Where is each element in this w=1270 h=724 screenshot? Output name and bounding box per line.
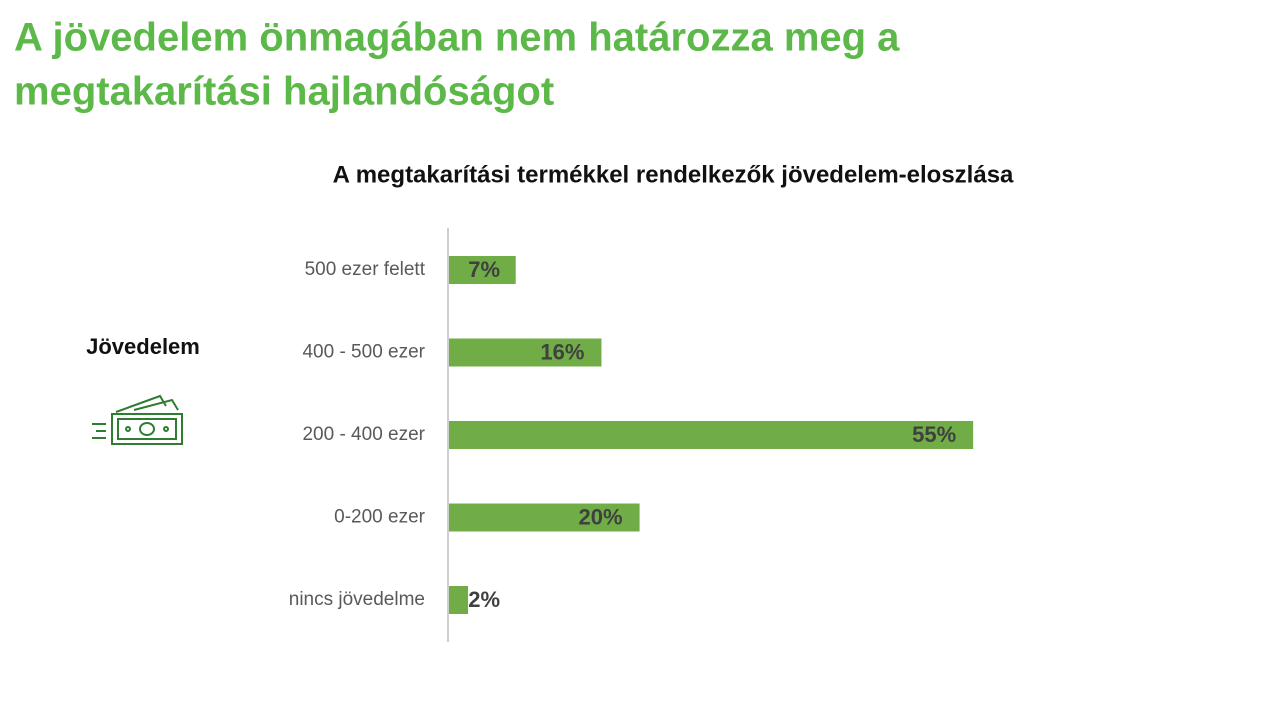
category-label: nincs jövedelme — [289, 589, 425, 610]
money-icon — [92, 394, 183, 445]
value-label: 7% — [468, 257, 500, 282]
value-label: 20% — [579, 504, 623, 529]
bar — [449, 338, 602, 367]
value-label: 55% — [912, 422, 956, 447]
chart-title: A megtakarítási termékkel rendelkezők jö… — [333, 161, 1014, 188]
bar — [449, 421, 974, 449]
bar — [449, 256, 516, 284]
bar — [449, 586, 469, 614]
category-label: 0-200 ezer — [334, 507, 426, 528]
slide-title: megtakarítási hajlandóságot — [14, 70, 554, 114]
category-label: 500 ezer felett — [305, 259, 426, 280]
category-label: 400 - 500 ezer — [302, 342, 425, 363]
bar — [449, 503, 640, 532]
side-label: Jövedelem — [86, 334, 200, 359]
slide-title: A jövedelem önmagában nem határozza meg … — [14, 16, 900, 60]
value-label: 16% — [540, 339, 584, 364]
category-label: 200 - 400 ezer — [302, 424, 425, 445]
value-label: 2% — [468, 587, 500, 612]
